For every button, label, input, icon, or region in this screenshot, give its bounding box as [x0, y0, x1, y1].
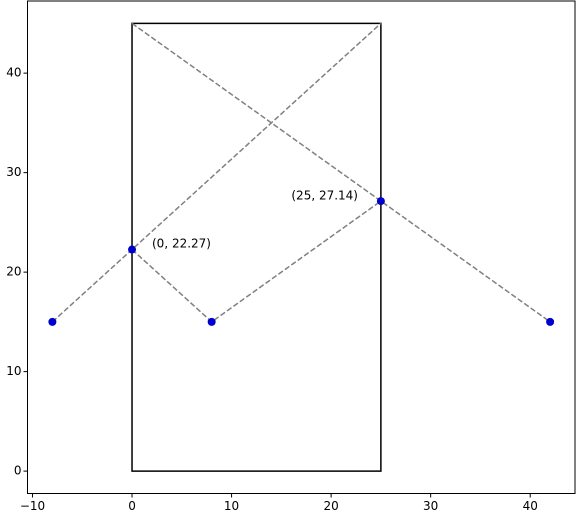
x-tick-label: 0: [128, 499, 136, 513]
annotation: (0, 22.27): [152, 237, 211, 251]
point: [546, 317, 555, 326]
point: [376, 197, 385, 206]
y-tick-label: 0: [14, 464, 22, 478]
dashed-line: [131, 200, 382, 323]
x-tick-label: 20: [323, 499, 338, 513]
x-tick-label: −10: [20, 499, 45, 513]
point: [207, 317, 216, 326]
x-tick-label: 40: [523, 499, 538, 513]
dashed-line: [131, 22, 551, 323]
axes-frame: [27, 0, 576, 494]
y-tick-label: 40: [6, 66, 21, 80]
y-tick-label: 30: [6, 165, 21, 179]
point: [48, 317, 57, 326]
x-tick-label: 10: [224, 499, 239, 513]
dashed-line: [51, 22, 382, 323]
y-tick-label: 20: [6, 265, 21, 279]
x-tick-label: 30: [423, 499, 438, 513]
point: [128, 245, 137, 254]
annotation: (25, 27.14): [291, 189, 358, 203]
y-tick-label: 10: [6, 364, 21, 378]
